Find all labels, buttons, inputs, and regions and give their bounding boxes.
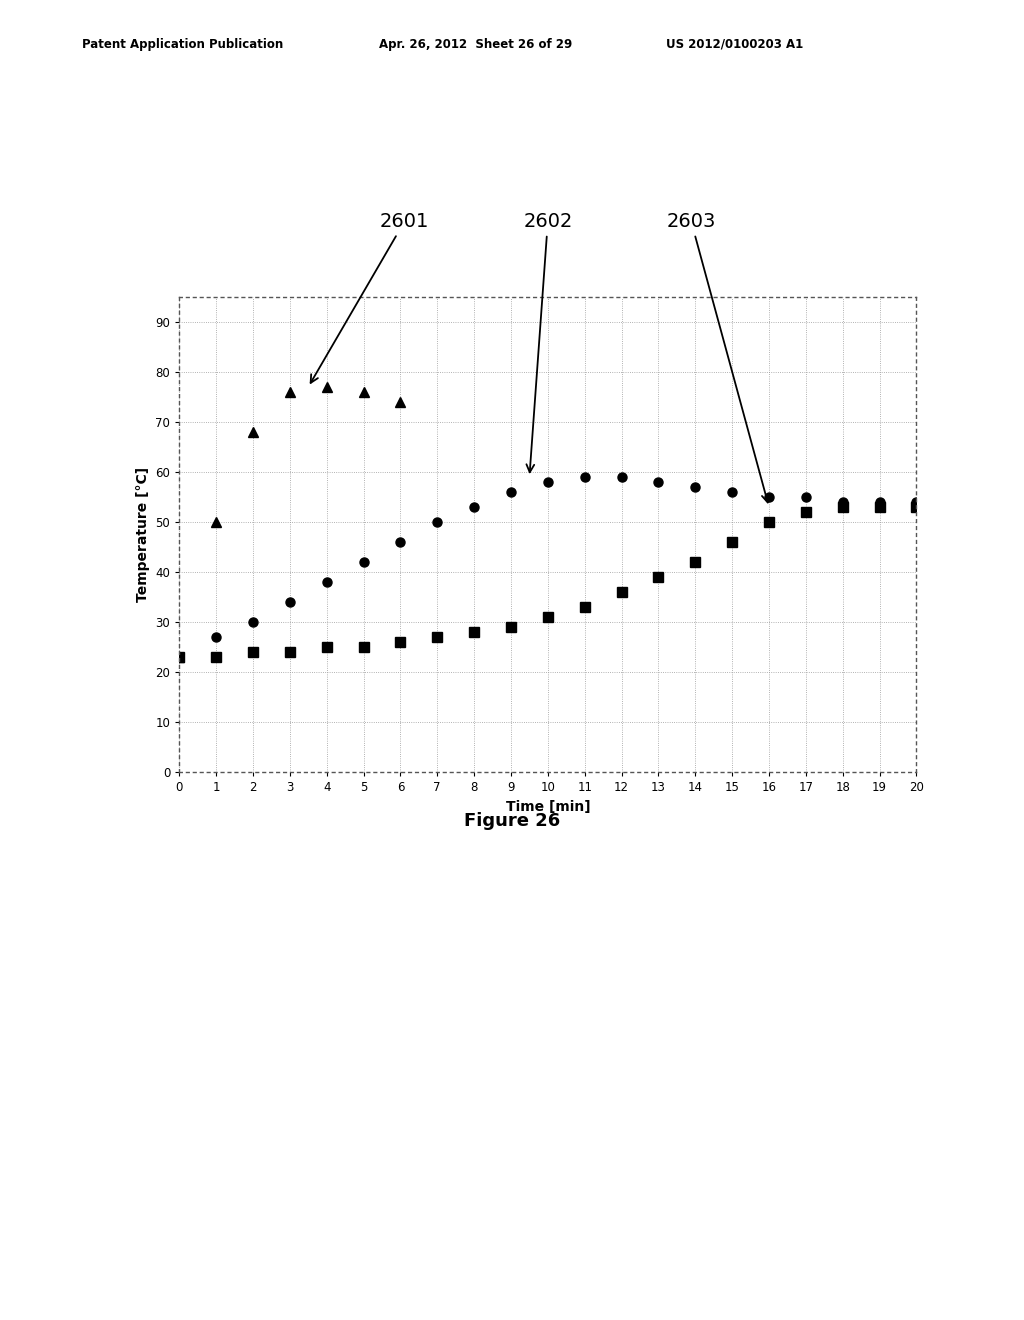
Text: 2601: 2601	[310, 213, 429, 383]
Text: Figure 26: Figure 26	[464, 812, 560, 830]
Text: Patent Application Publication: Patent Application Publication	[82, 37, 284, 50]
Text: US 2012/0100203 A1: US 2012/0100203 A1	[666, 37, 803, 50]
Text: 2602: 2602	[523, 213, 572, 473]
Y-axis label: Temperature [°C]: Temperature [°C]	[136, 467, 150, 602]
Text: 2603: 2603	[667, 213, 769, 503]
Text: Apr. 26, 2012  Sheet 26 of 29: Apr. 26, 2012 Sheet 26 of 29	[379, 37, 572, 50]
X-axis label: Time [min]: Time [min]	[506, 800, 590, 814]
